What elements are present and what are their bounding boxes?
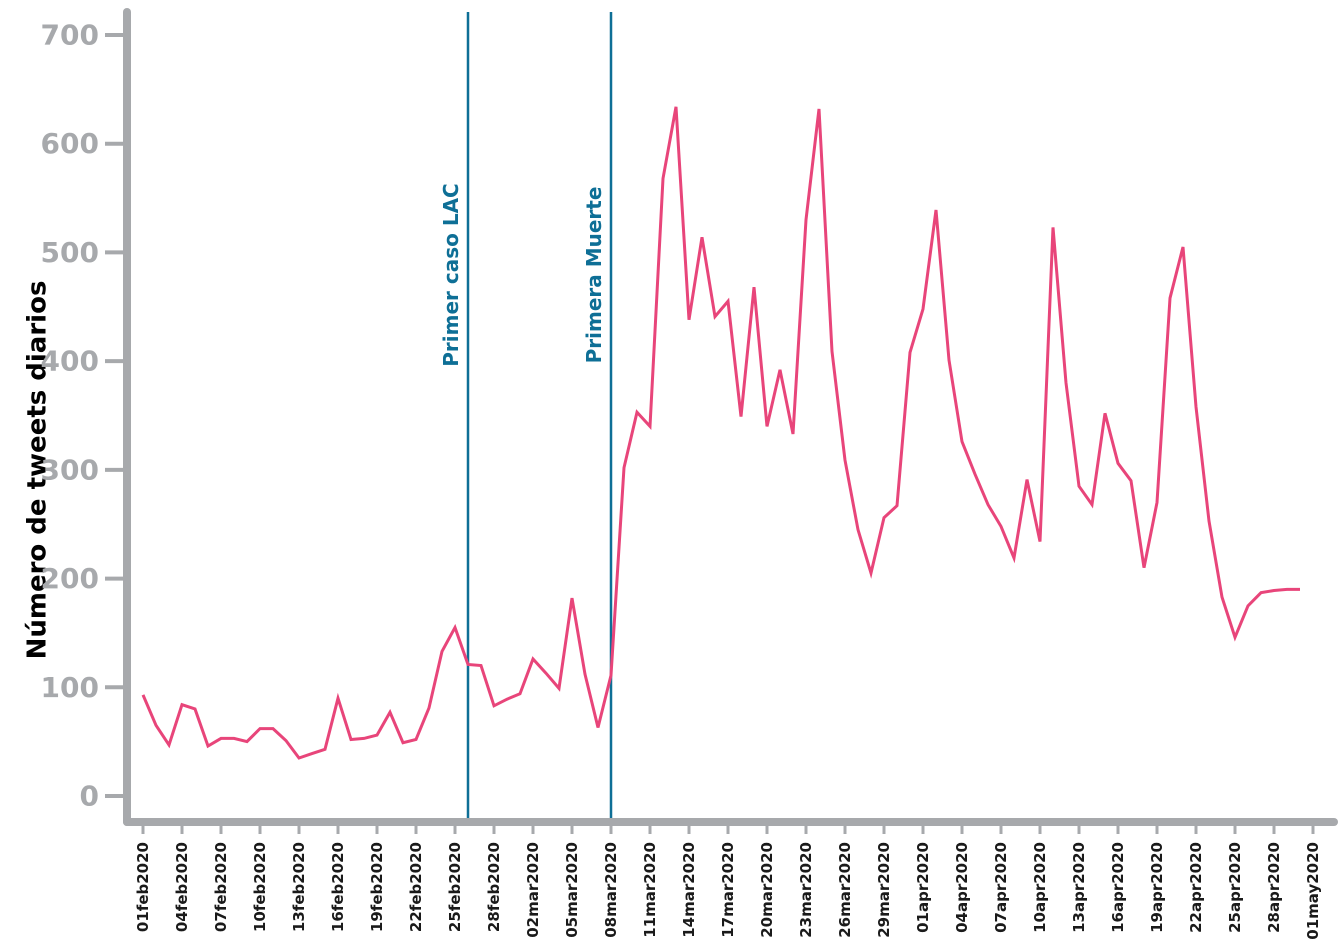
x-tick-label: 07apr2020 — [992, 842, 1010, 933]
x-tick-label: 07feb2020 — [212, 842, 230, 932]
y-tick-label: 400 — [41, 345, 99, 378]
event-label: Primera Muerte — [582, 187, 606, 364]
x-tick-label: 19apr2020 — [1148, 842, 1166, 933]
y-tick-label: 500 — [41, 236, 99, 269]
series-line-0 — [141, 106, 1300, 760]
x-tick-label: 28apr2020 — [1265, 842, 1283, 933]
y-tick-label: 0 — [80, 780, 99, 813]
x-tick-label: 17mar2020 — [719, 842, 737, 938]
x-tick-label: 19feb2020 — [368, 842, 386, 932]
x-tick-label: 05mar2020 — [563, 842, 581, 938]
event-label: Primer caso LAC — [439, 183, 463, 366]
x-tick-label: 01feb2020 — [134, 842, 152, 932]
y-tick-label: 600 — [41, 127, 99, 160]
x-tick-label: 13feb2020 — [290, 842, 308, 932]
x-tick-label: 20mar2020 — [758, 842, 776, 938]
x-tick-label: 10apr2020 — [1031, 842, 1049, 933]
x-tick-label: 10feb2020 — [251, 842, 269, 932]
x-tick-label: 04feb2020 — [173, 842, 191, 932]
x-tick-label: 08mar2020 — [602, 842, 620, 938]
y-tick-label: 200 — [41, 562, 99, 595]
y-tick-label: 100 — [41, 671, 99, 704]
y-axis-label: Número de tweets diarios — [23, 281, 53, 660]
x-tick-label: 11mar2020 — [641, 842, 659, 938]
x-tick-label: 26mar2020 — [836, 842, 854, 938]
x-tick-label: 23mar2020 — [797, 842, 815, 938]
x-tick-label: 13apr2020 — [1070, 842, 1088, 933]
y-tick-label: 700 — [41, 19, 99, 52]
y-tick-label: 300 — [41, 453, 99, 486]
x-tick-label: 14mar2020 — [680, 842, 698, 938]
x-tick-label: 01may2020 — [1304, 842, 1322, 940]
x-tick-label: 16feb2020 — [329, 842, 347, 932]
x-tick-label: 04apr2020 — [953, 842, 971, 933]
x-tick-label: 28feb2020 — [485, 842, 503, 932]
x-tick-label: 25feb2020 — [446, 842, 464, 932]
x-tick-label: 01apr2020 — [914, 842, 932, 933]
x-tick-label: 22apr2020 — [1187, 842, 1205, 933]
x-tick-label: 22feb2020 — [407, 842, 425, 932]
x-tick-label: 16apr2020 — [1109, 842, 1127, 933]
x-tick-label: 02mar2020 — [524, 842, 542, 938]
x-tick-label: 25apr2020 — [1226, 842, 1244, 933]
x-tick-label: 29mar2020 — [875, 842, 893, 938]
